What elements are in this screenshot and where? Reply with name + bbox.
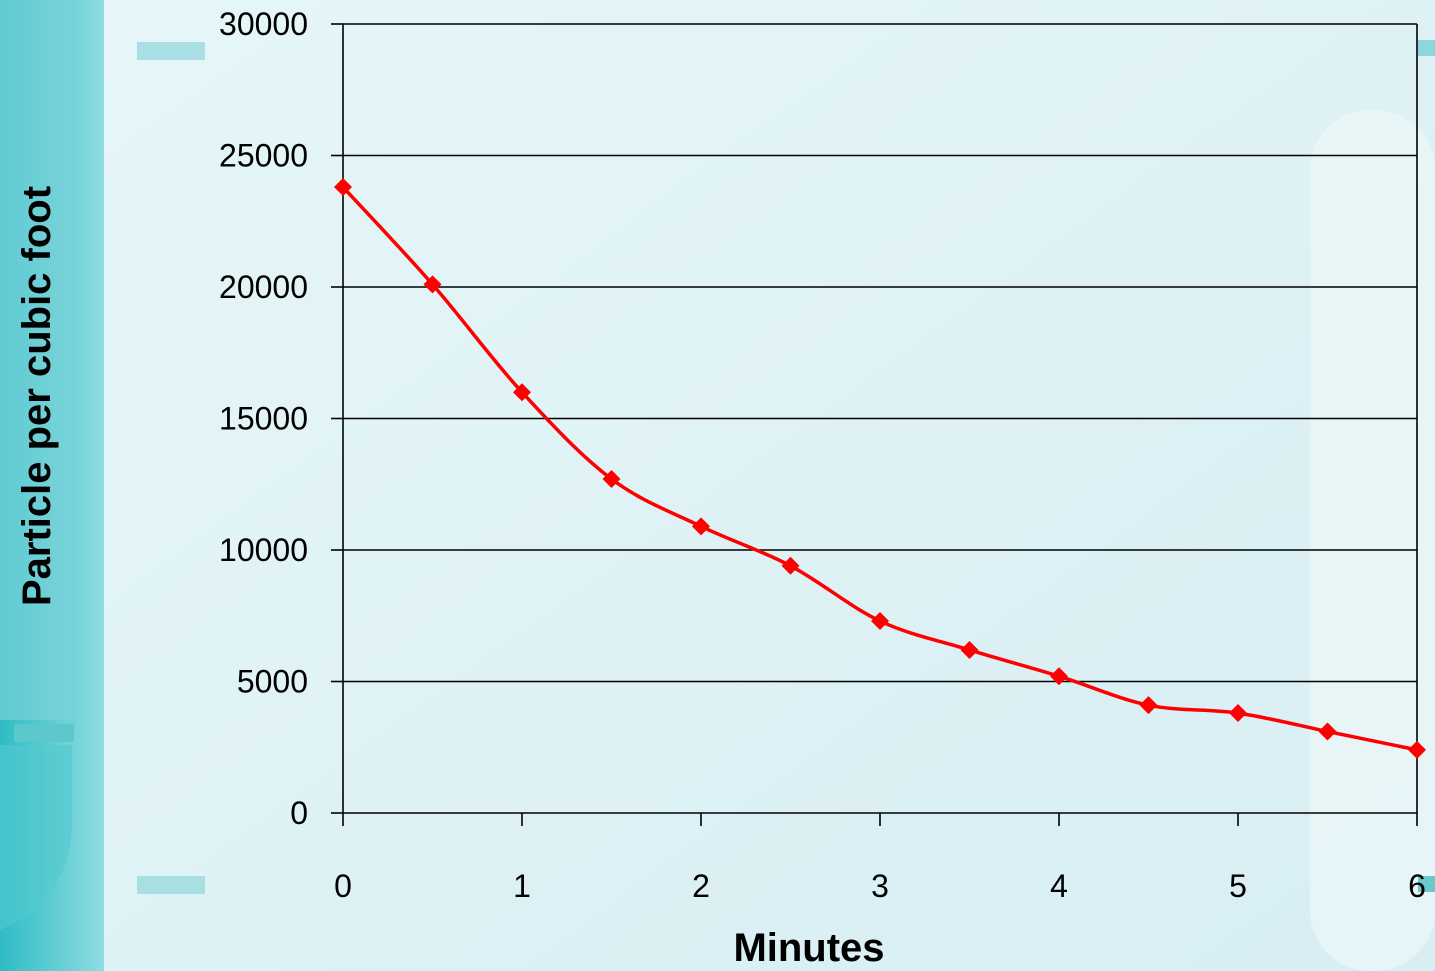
y-tick-labels: 0 5000 10000 15000 20000 25000 30000 (219, 6, 308, 831)
y-tick-label-6: 30000 (219, 6, 308, 42)
x-axis-title: Minutes (733, 926, 884, 970)
gridlines (343, 24, 1417, 682)
y-tick-label-4: 20000 (219, 269, 308, 305)
data-point-7 (961, 641, 979, 659)
series-layer (334, 178, 1426, 759)
data-point-5 (782, 557, 800, 575)
data-point-9 (1140, 696, 1158, 714)
y-tick-label-0: 0 (290, 795, 308, 831)
y-tick-label-3: 15000 (219, 401, 308, 437)
y-axis-title: Particle per cubic foot (15, 186, 59, 606)
x-tick-label-1: 1 (513, 868, 531, 904)
x-tick-label-2: 2 (692, 868, 710, 904)
x-tick-label-4: 4 (1050, 868, 1068, 904)
data-point-12 (1408, 741, 1426, 759)
data-point-6 (871, 612, 889, 630)
y-tick-label-2: 10000 (219, 532, 308, 568)
data-point-11 (1319, 722, 1337, 740)
x-tick-label-3: 3 (871, 868, 889, 904)
data-point-10 (1229, 704, 1247, 722)
x-tick-label-0: 0 (334, 868, 352, 904)
data-point-4 (692, 517, 710, 535)
y-tick-label-1: 5000 (237, 664, 308, 700)
x-tick-label-5: 5 (1229, 868, 1247, 904)
series-line (343, 187, 1417, 750)
axes (331, 24, 1417, 826)
data-point-8 (1050, 667, 1068, 685)
x-tick-label-6: 6 (1408, 868, 1426, 904)
y-tick-label-5: 25000 (219, 138, 308, 174)
x-tick-labels: 0 1 2 3 4 5 6 (334, 868, 1426, 904)
